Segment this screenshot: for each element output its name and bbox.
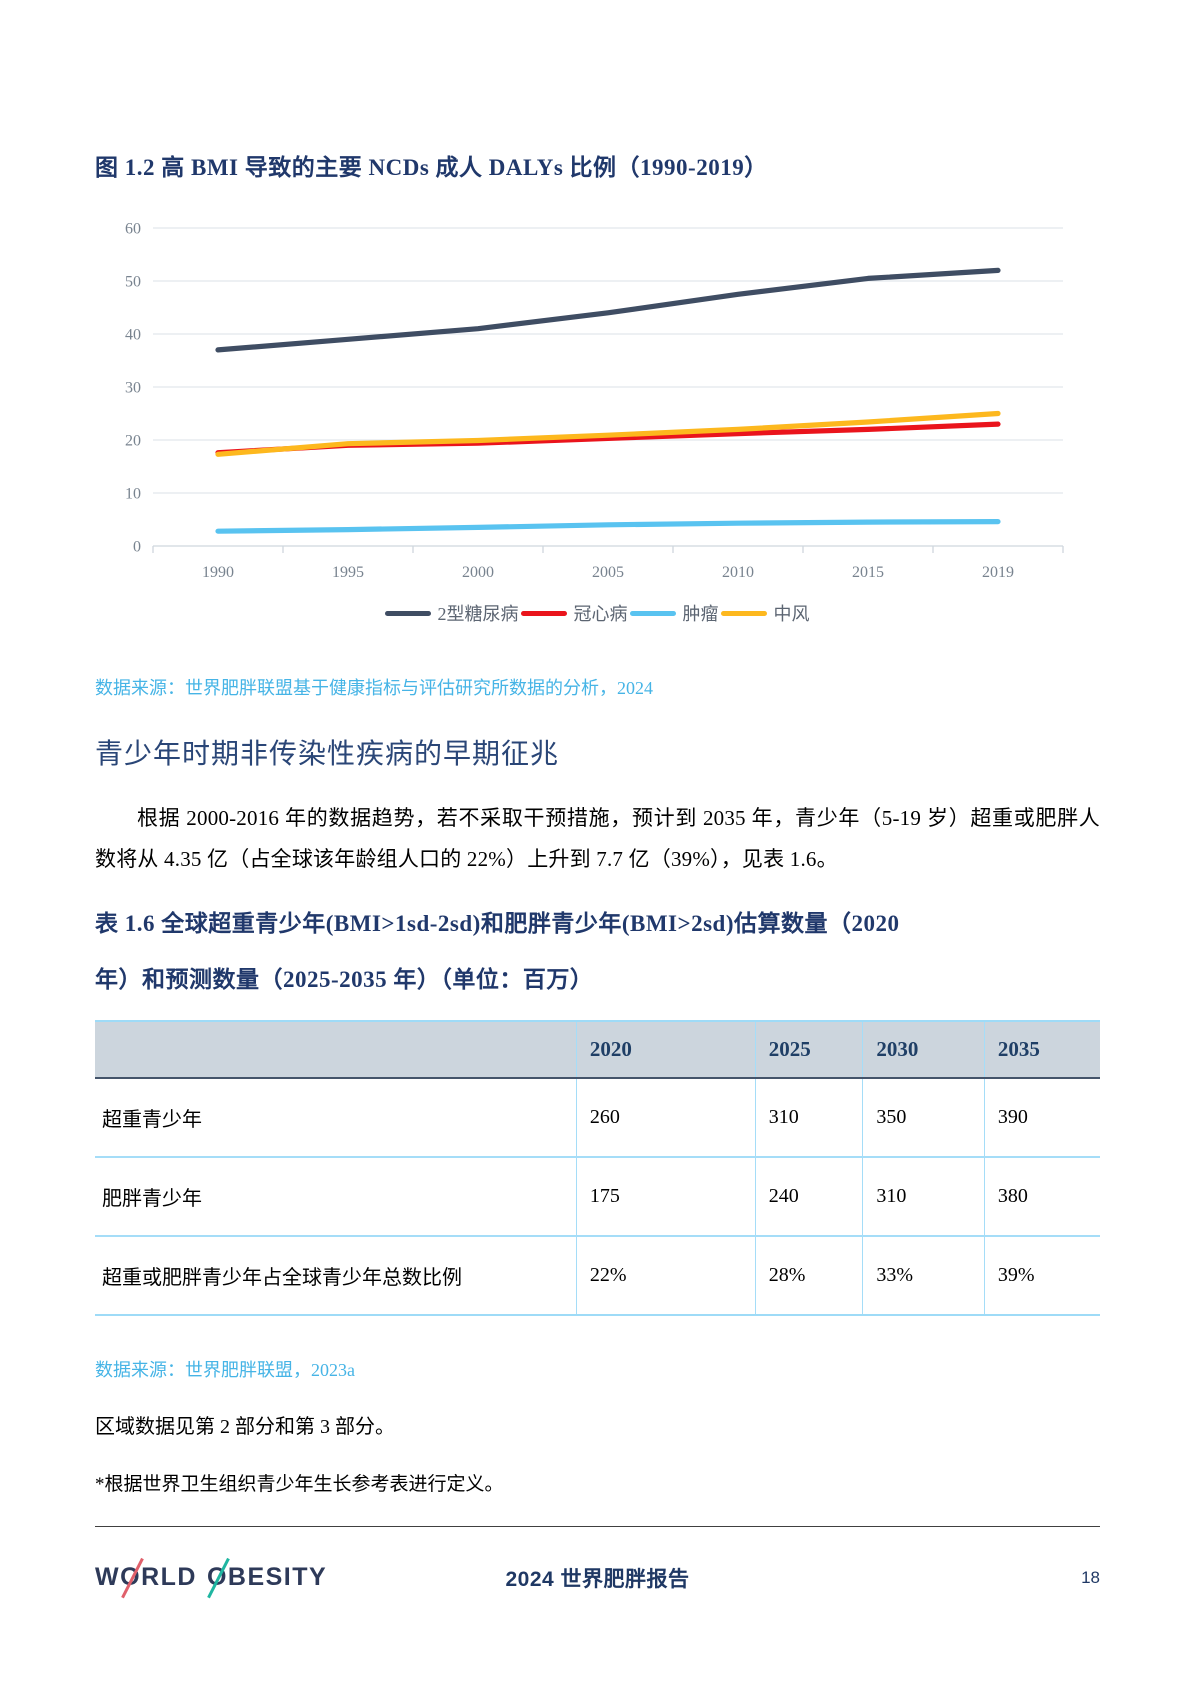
legend-item: 肿瘤 — [629, 600, 719, 626]
legend-item: 2型糖尿病 — [384, 600, 519, 626]
table-header-row: 2020 2025 2030 2035 — [95, 1020, 1100, 1079]
logo-slashed-o-red: O — [120, 1563, 142, 1592]
table-row: 超重青少年 260 310 350 390 — [95, 1077, 1100, 1157]
table-source: 数据来源：世界肥胖联盟，2023a — [95, 1359, 355, 1380]
section-heading: 青少年时期非传染性疾病的早期征兆 — [95, 739, 560, 770]
logo-slashed-o-teal: O — [206, 1563, 228, 1592]
svg-text:40: 40 — [125, 327, 141, 344]
definition-footnote: *根据世界卫生组织青少年生长参考表进行定义。 — [95, 1473, 504, 1495]
svg-text:10: 10 — [125, 486, 141, 503]
row-value: 175 — [575, 1155, 756, 1236]
legend-label: 2型糖尿病 — [437, 604, 519, 624]
table-header-cell — [95, 1020, 577, 1079]
svg-text:60: 60 — [125, 221, 141, 238]
svg-text:30: 30 — [125, 380, 141, 397]
page-number: 18 — [1081, 1567, 1100, 1587]
row-value: 390 — [983, 1077, 1100, 1157]
row-label: 超重或肥胖青少年占全球青少年总数比例 — [95, 1234, 577, 1315]
figure-title: 图 1.2 高 BMI 导致的主要 NCDs 成人 DALYs 比例（1990-… — [95, 155, 768, 180]
body-paragraph: 根据 2000-2016 年的数据趋势，若不采取干预措施，预计到 2035 年，… — [95, 806, 1100, 871]
svg-text:1995: 1995 — [332, 564, 364, 581]
row-value: 33% — [862, 1234, 985, 1315]
row-value: 310 — [754, 1077, 863, 1157]
legend-label: 中风 — [773, 604, 810, 624]
legend-line-swatch — [629, 610, 676, 616]
legend-label: 冠心病 — [573, 604, 628, 624]
row-value: 350 — [862, 1077, 985, 1157]
row-value: 380 — [983, 1155, 1100, 1236]
row-value: 260 — [575, 1077, 756, 1157]
svg-text:2015: 2015 — [852, 564, 884, 581]
adolescent-table: 2020 2025 2030 2035 超重青少年 260 310 350 390 肥胖青少年 1… — [95, 1019, 1100, 1316]
chart-legend: 2型糖尿病 冠心病 肿瘤 中风 — [113, 600, 1081, 626]
row-value: 28% — [754, 1234, 863, 1315]
svg-text:50: 50 — [125, 274, 141, 291]
legend-label: 肿瘤 — [682, 604, 719, 624]
svg-text:2005: 2005 — [592, 564, 624, 581]
svg-text:1990: 1990 — [202, 564, 234, 581]
svg-text:2019: 2019 — [982, 564, 1014, 581]
logo-text: RLD — [141, 1563, 197, 1592]
table-header-cell: 2030 — [862, 1020, 985, 1079]
svg-text:2010: 2010 — [722, 564, 754, 581]
table-row: 肥胖青少年 175 240 310 380 — [95, 1155, 1100, 1236]
row-label: 肥胖青少年 — [95, 1155, 577, 1236]
svg-text:0: 0 — [133, 539, 141, 556]
figure-source: 数据来源：世界肥胖联盟基于健康指标与评估研究所数据的分析，2024 — [95, 678, 653, 698]
world-obesity-logo: WORLD OBESITY — [95, 1563, 395, 1592]
table-header-cell: 2020 — [575, 1020, 756, 1079]
row-value: 39% — [983, 1234, 1100, 1315]
legend-item: 冠心病 — [520, 600, 628, 626]
row-value: 22% — [575, 1234, 756, 1315]
footer-report-title: 2024 世界肥胖报告 — [505, 1567, 690, 1591]
table-header-cell: 2035 — [983, 1020, 1100, 1079]
legend-item: 中风 — [720, 600, 810, 626]
table-title: 表 1.6 全球超重青少年(BMI>1sd-2sd)和肥胖青少年(BMI>2sd… — [95, 904, 1100, 994]
dalys-line-chart: 0 10 20 30 40 50 60 1990 1995 2000 2005 2010 2015 201… — [125, 221, 1064, 581]
svg-text:2000: 2000 — [462, 564, 494, 581]
legend-line-swatch — [720, 610, 767, 616]
logo-text: W — [95, 1563, 121, 1592]
row-value: 310 — [862, 1155, 985, 1236]
legend-line-swatch — [384, 610, 431, 616]
table-title-line1: 表 1.6 全球超重青少年(BMI>1sd-2sd)和肥胖青少年(BMI>2sd… — [95, 910, 900, 936]
svg-text:20: 20 — [125, 433, 141, 450]
row-label: 超重青少年 — [102, 1108, 202, 1131]
legend-line-swatch — [520, 610, 567, 616]
page-footer: WORLD OBESITY 2024 世界肥胖报告 18 — [95, 1563, 1100, 1593]
footer-divider — [95, 1525, 1100, 1527]
row-value: 240 — [754, 1155, 863, 1236]
table-title-line2: 年）和预测数量（2025-2035 年）（单位：百万） — [95, 966, 594, 992]
table-header-cell: 2025 — [754, 1020, 863, 1079]
dalys-chart: 0 10 20 30 40 50 60 1990 1995 2000 2005 2010 2015 201… — [113, 216, 1081, 626]
table-row: 超重或肥胖青少年占全球青少年总数比例 22% 28% 33% 39% — [95, 1234, 1100, 1315]
regions-note: 区域数据见第 2 部分和第 3 部分。 — [95, 1415, 395, 1438]
logo-text: BESITY — [227, 1563, 328, 1592]
